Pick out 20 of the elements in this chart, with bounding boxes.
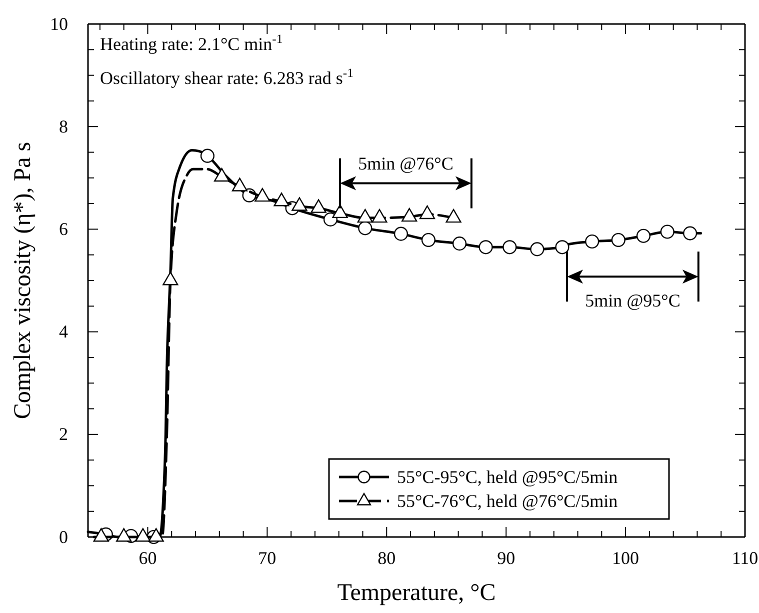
y-axis-title: Complex viscosity (η*), Pa s	[10, 142, 36, 420]
legend-label: 55°C-95°C, held @95°C/5min	[397, 467, 618, 487]
x-tick-label: 110	[732, 548, 758, 568]
y-tick-label: 6	[59, 218, 68, 239]
y-tick-label: 2	[59, 424, 68, 444]
x-axis-title: Temperature, °C	[337, 580, 496, 606]
y-tick-label: 0	[59, 526, 68, 547]
y-tick-label: 8	[59, 116, 68, 136]
ref-line-label: 5min @95°C	[585, 290, 680, 311]
x-tick-label: 70	[258, 548, 276, 568]
x-tick-label: 100	[612, 548, 640, 568]
ref-line-label: 5min @76°C	[358, 153, 454, 174]
annotation: Oscillatory shear rate: 6.283 rad s$^{-1}$	[100, 66, 354, 88]
x-tick-label: 60	[138, 548, 157, 568]
y-tick-label: 10	[50, 14, 68, 34]
y-tick-label: 4	[59, 322, 68, 342]
annotation: Heating rate: 2.1°C min$^{-1}$	[100, 32, 283, 54]
x-tick-label: 90	[497, 548, 516, 568]
legend-label: 55°C-76°C, held @76°C/5min	[397, 491, 618, 511]
x-tick-label: 80	[378, 548, 396, 568]
